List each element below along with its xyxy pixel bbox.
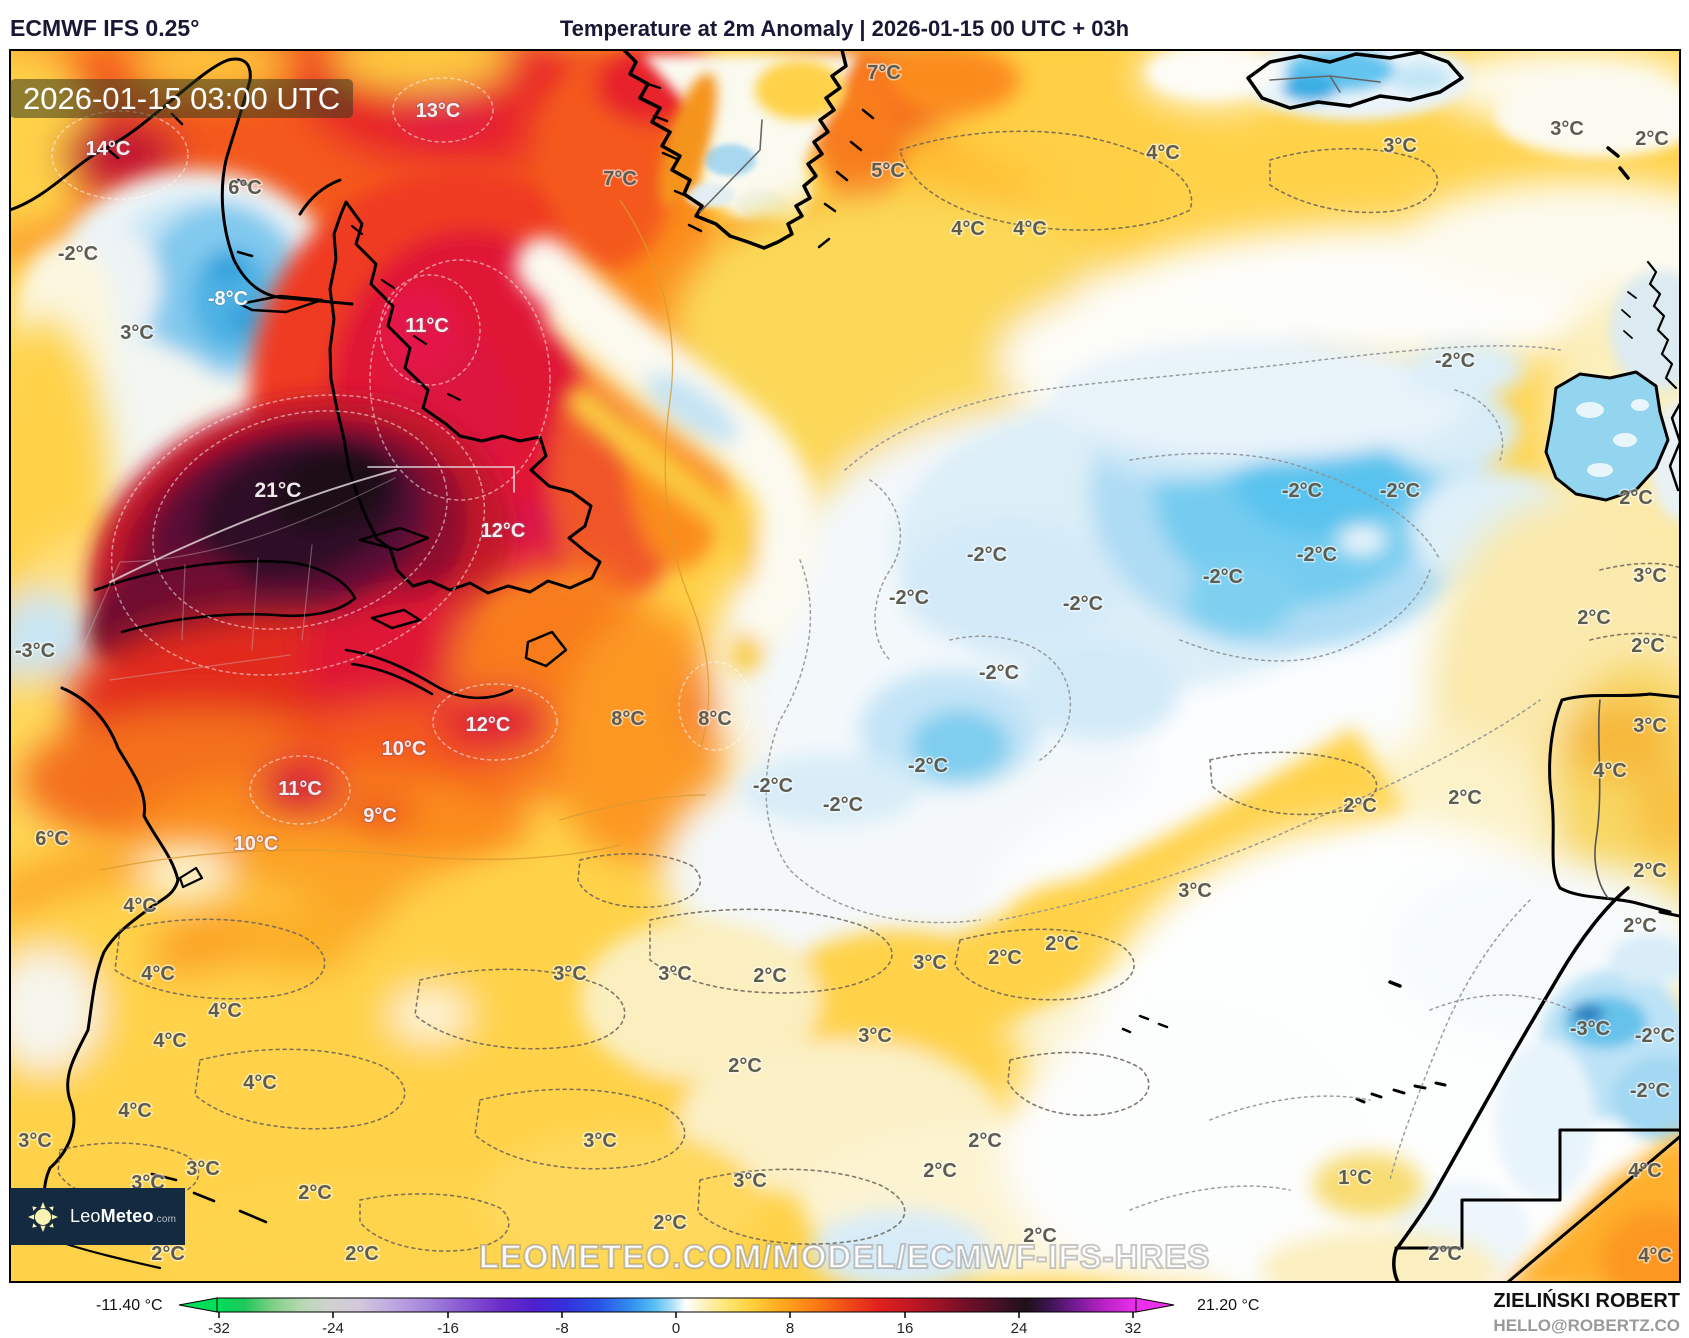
svg-text:2°C: 2°C [1045, 933, 1079, 955]
svg-text:-2°C: -2°C [908, 755, 948, 777]
svg-text:2°C: 2°C [298, 1182, 332, 1204]
svg-text:4°C: 4°C [1593, 760, 1627, 782]
svg-text:-2°C: -2°C [1435, 350, 1475, 372]
svg-text:2°C: 2°C [1577, 607, 1611, 629]
svg-text:3°C: 3°C [18, 1130, 52, 1152]
svg-text:-8: -8 [555, 1320, 568, 1337]
svg-text:-2°C: -2°C [1380, 480, 1420, 502]
svg-text:3°C: 3°C [913, 952, 947, 974]
svg-text:7°C: 7°C [867, 62, 901, 84]
svg-text:-8°C: -8°C [208, 288, 248, 310]
svg-text:3°C: 3°C [1383, 135, 1417, 157]
svg-text:-2°C: -2°C [1203, 566, 1243, 588]
svg-text:-32: -32 [208, 1320, 230, 1337]
svg-text:3°C: 3°C [1550, 118, 1584, 140]
svg-text:2°C: 2°C [1623, 915, 1657, 937]
svg-text:-2°C: -2°C [58, 243, 98, 265]
svg-text:2°C: 2°C [1448, 787, 1482, 809]
svg-text:1°C: 1°C [1338, 1167, 1372, 1189]
svg-text:2°C: 2°C [753, 965, 787, 987]
svg-text:2°C: 2°C [151, 1243, 185, 1265]
svg-text:4°C: 4°C [243, 1072, 277, 1094]
svg-text:6°C: 6°C [228, 177, 262, 199]
svg-text:0: 0 [672, 1320, 680, 1337]
svg-text:2°C: 2°C [968, 1130, 1002, 1152]
svg-text:4°C: 4°C [951, 218, 985, 240]
svg-text:4°C: 4°C [1628, 1160, 1662, 1182]
svg-text:14°C: 14°C [86, 138, 131, 160]
svg-text:2°C: 2°C [1631, 635, 1665, 657]
svg-text:5°C: 5°C [871, 160, 905, 182]
svg-text:-2°C: -2°C [823, 794, 863, 816]
svg-text:4°C: 4°C [123, 895, 157, 917]
svg-text:9°C: 9°C [363, 805, 397, 827]
svg-text:2°C: 2°C [1343, 795, 1377, 817]
svg-text:3°C: 3°C [1178, 880, 1212, 902]
svg-text:2°C: 2°C [728, 1055, 762, 1077]
svg-text:4°C: 4°C [118, 1100, 152, 1122]
svg-text:6°C: 6°C [35, 828, 69, 850]
svg-text:4°C: 4°C [1146, 142, 1180, 164]
svg-text:2°C: 2°C [1023, 1225, 1057, 1247]
svg-text:-2°C: -2°C [1635, 1025, 1675, 1047]
svg-text:2°C: 2°C [1619, 487, 1653, 509]
svg-text:-2°C: -2°C [889, 587, 929, 609]
svg-text:-2°C: -2°C [1063, 593, 1103, 615]
svg-text:3°C: 3°C [553, 963, 587, 985]
svg-text:13°C: 13°C [416, 100, 461, 122]
svg-text:-16: -16 [437, 1320, 459, 1337]
svg-text:11°C: 11°C [278, 778, 322, 800]
svg-text:16: 16 [897, 1320, 914, 1337]
svg-text:2°C: 2°C [1428, 1243, 1462, 1265]
svg-text:10°C: 10°C [234, 833, 279, 855]
svg-text:21°C: 21°C [255, 479, 302, 502]
svg-text:-2°C: -2°C [1630, 1080, 1670, 1102]
svg-text:12°C: 12°C [481, 520, 526, 542]
svg-text:2°C: 2°C [1633, 860, 1667, 882]
svg-text:24: 24 [1011, 1320, 1028, 1337]
svg-text:2°C: 2°C [653, 1212, 687, 1234]
svg-text:3°C: 3°C [1633, 715, 1667, 737]
svg-text:3°C: 3°C [120, 322, 154, 344]
svg-text:11°C: 11°C [405, 315, 449, 337]
svg-text:3°C: 3°C [583, 1130, 617, 1152]
svg-text:-2°C: -2°C [979, 662, 1019, 684]
svg-text:8°C: 8°C [698, 708, 732, 730]
svg-text:4°C: 4°C [208, 1000, 242, 1022]
svg-text:2°C: 2°C [1635, 128, 1669, 150]
svg-text:2°C: 2°C [923, 1160, 957, 1182]
svg-text:-24: -24 [322, 1320, 344, 1337]
svg-text:4°C: 4°C [153, 1030, 187, 1052]
svg-text:-3°C: -3°C [1570, 1018, 1610, 1040]
svg-text:3°C: 3°C [733, 1170, 767, 1192]
svg-text:-2°C: -2°C [967, 544, 1007, 566]
svg-text:-3°C: -3°C [15, 640, 55, 662]
svg-text:3°C: 3°C [658, 963, 692, 985]
svg-text:-2°C: -2°C [753, 775, 793, 797]
svg-text:3°C: 3°C [1633, 565, 1667, 587]
svg-text:3°C: 3°C [858, 1025, 892, 1047]
svg-text:8: 8 [786, 1320, 794, 1337]
svg-text:-2°C: -2°C [1282, 480, 1322, 502]
svg-text:12°C: 12°C [466, 714, 511, 736]
svg-text:7°C: 7°C [603, 168, 637, 190]
svg-text:4°C: 4°C [141, 963, 175, 985]
svg-text:4°C: 4°C [1013, 218, 1047, 240]
svg-text:3°C: 3°C [186, 1158, 220, 1180]
svg-text:4°C: 4°C [1638, 1245, 1672, 1267]
svg-text:10°C: 10°C [382, 738, 427, 760]
svg-text:8°C: 8°C [611, 708, 645, 730]
svg-text:2°C: 2°C [345, 1243, 379, 1265]
svg-text:-2°C: -2°C [1297, 544, 1337, 566]
svg-text:32: 32 [1125, 1320, 1142, 1337]
svg-text:2°C: 2°C [988, 947, 1022, 969]
